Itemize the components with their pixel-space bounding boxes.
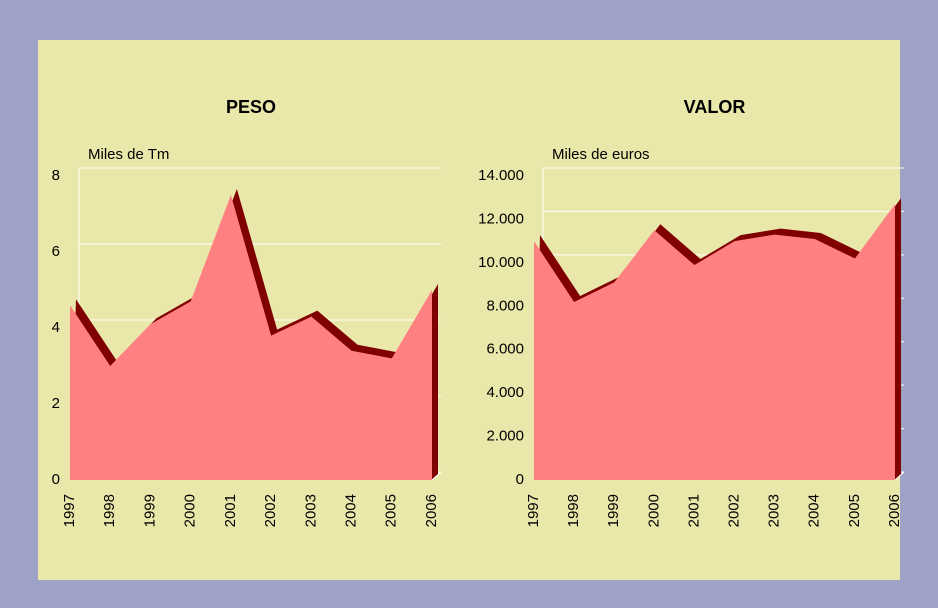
x-tick-label: 2001 <box>222 494 239 527</box>
x-tick-label: 2004 <box>343 494 360 527</box>
y-tick-label: 12.000 <box>478 210 524 227</box>
x-tick-label: 1999 <box>605 494 622 527</box>
axis-label: Miles de euros <box>552 146 650 163</box>
floor <box>431 471 442 481</box>
chart-title: PESO <box>226 97 276 117</box>
area <box>70 195 432 480</box>
area <box>534 204 895 480</box>
x-tick-label: 2006 <box>423 494 440 527</box>
y-tick-label: 2 <box>52 395 60 412</box>
y-tick-label: 4 <box>52 319 60 336</box>
y-tick-label: 8 <box>52 167 60 184</box>
chart-title: VALOR <box>684 97 746 117</box>
x-tick-label: 2005 <box>383 494 400 527</box>
y-tick-label: 4.000 <box>486 384 524 401</box>
y-tick-label: 6 <box>52 243 60 260</box>
x-tick-label: 2001 <box>685 494 702 527</box>
x-tick-label: 2003 <box>302 494 319 527</box>
axis-label: Miles de Tm <box>88 146 169 163</box>
x-tick-label: 2005 <box>846 494 863 527</box>
x-tick-label: 1998 <box>101 494 118 527</box>
y-tick-label: 0 <box>516 471 524 488</box>
x-tick-label: 2000 <box>645 494 662 527</box>
x-tick-label: 2003 <box>766 494 783 527</box>
x-tick-label: 2006 <box>886 494 903 527</box>
y-tick-label: 2.000 <box>486 428 524 445</box>
y-tick-label: 6.000 <box>486 341 524 358</box>
y-tick-label: 0 <box>52 471 60 488</box>
x-tick-label: 2004 <box>806 494 823 527</box>
y-tick-label: 8.000 <box>486 297 524 314</box>
floor <box>894 471 905 481</box>
x-tick-label: 1999 <box>141 494 158 527</box>
x-tick-label: 2000 <box>182 494 199 527</box>
x-tick-label: 1997 <box>525 494 542 527</box>
x-tick-label: 2002 <box>262 494 279 527</box>
y-tick-label: 10.000 <box>478 254 524 271</box>
x-tick-label: 2002 <box>726 494 743 527</box>
x-tick-label: 1998 <box>565 494 582 527</box>
x-tick-label: 1997 <box>61 494 78 527</box>
y-tick-label: 14.000 <box>478 167 524 184</box>
